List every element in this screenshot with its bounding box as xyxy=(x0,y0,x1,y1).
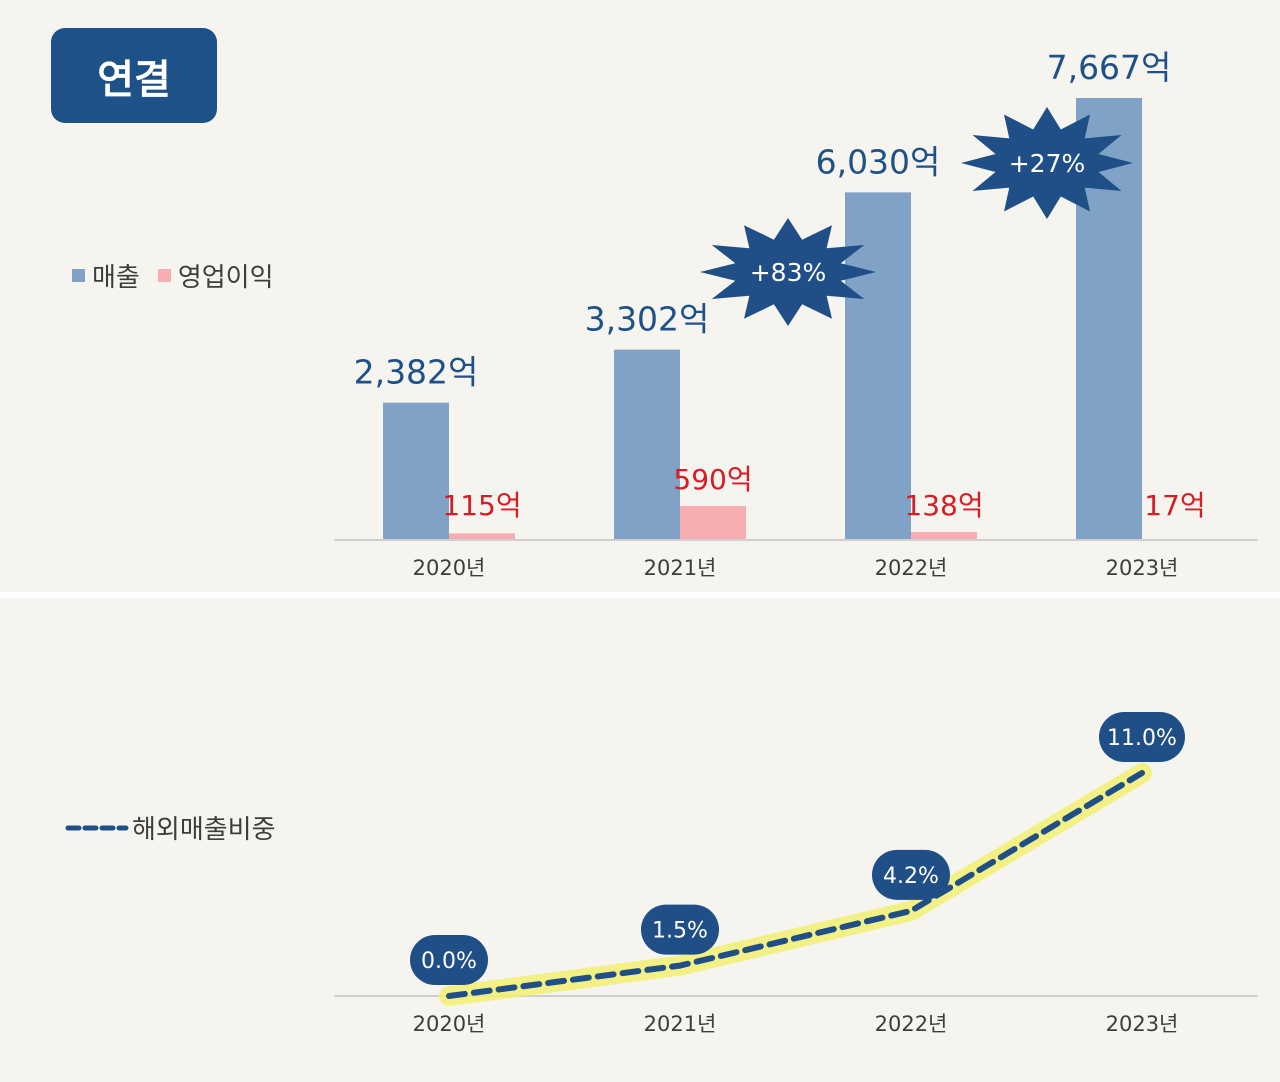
x-tick-label: 2022년 xyxy=(875,1012,948,1036)
x-tick-label: 2023년 xyxy=(1106,1012,1179,1036)
x-tick-label: 2023년 xyxy=(1106,556,1179,580)
line-highlight-glow xyxy=(439,763,1152,1006)
growth-rate-label: +83% xyxy=(750,258,827,287)
revenue-data-label: 7,667억 xyxy=(1047,48,1172,87)
legend-swatch-revenue xyxy=(72,269,85,282)
value-pill xyxy=(872,849,950,900)
value-pill xyxy=(410,935,488,985)
operating-profit-data-label: 115억 xyxy=(442,489,521,522)
overseas-ratio-data-label: 4.2% xyxy=(883,864,939,889)
operating-profit-data-label: 590억 xyxy=(673,463,752,496)
x-tick-label: 2022년 xyxy=(875,556,948,580)
x-tick-label: 2020년 xyxy=(413,1012,486,1036)
revenue-data-label: 3,302억 xyxy=(585,300,710,339)
revenue-data-label: 2,382억 xyxy=(354,353,479,392)
revenue-bar xyxy=(614,349,680,540)
overseas-ratio-line xyxy=(446,770,1145,999)
legend-label-overseas-ratio: 해외매출비중 xyxy=(132,815,276,845)
growth-starburst-icon xyxy=(961,107,1133,219)
operating-profit-bar xyxy=(449,533,515,540)
overseas-ratio-data-label: 11.0% xyxy=(1107,726,1177,751)
x-tick-label: 2021년 xyxy=(644,556,717,580)
value-pill xyxy=(641,904,719,955)
growth-rate-label: +27% xyxy=(1009,149,1086,178)
x-tick-label: 2020년 xyxy=(413,556,486,580)
line-legend: 해외매출비중 xyxy=(65,809,294,846)
operating-profit-data-label: 17억 xyxy=(1144,489,1205,522)
legend-swatch-operating-profit xyxy=(157,269,171,282)
operating-profit-bar xyxy=(911,532,977,540)
revenue-data-label: 6,030억 xyxy=(816,142,941,181)
title-badge: 연결 xyxy=(51,28,217,123)
value-pill xyxy=(1099,712,1185,762)
revenue-bar xyxy=(383,402,449,540)
x-tick-label: 2021년 xyxy=(644,1012,717,1036)
overseas-ratio-panel xyxy=(0,598,1280,1082)
bar-chart: 2020년 2021년 2022년 2023년 2,382억 3,302억 6,030억 7,… xyxy=(334,48,1258,580)
overseas-ratio-data-label: 0.0% xyxy=(421,949,477,974)
legend-dashed-line-icon xyxy=(65,825,129,830)
growth-starburst-icon xyxy=(700,218,876,326)
overseas-ratio-data-label: 1.5% xyxy=(652,919,708,944)
operating-profit-bar xyxy=(680,505,746,540)
bar-legend: 매출 영업이익 xyxy=(72,257,292,294)
legend-label-revenue: 매출 xyxy=(92,263,140,293)
operating-profit-data-label: 138억 xyxy=(904,489,983,522)
legend-label-operating-profit: 영업이익 xyxy=(177,263,274,293)
